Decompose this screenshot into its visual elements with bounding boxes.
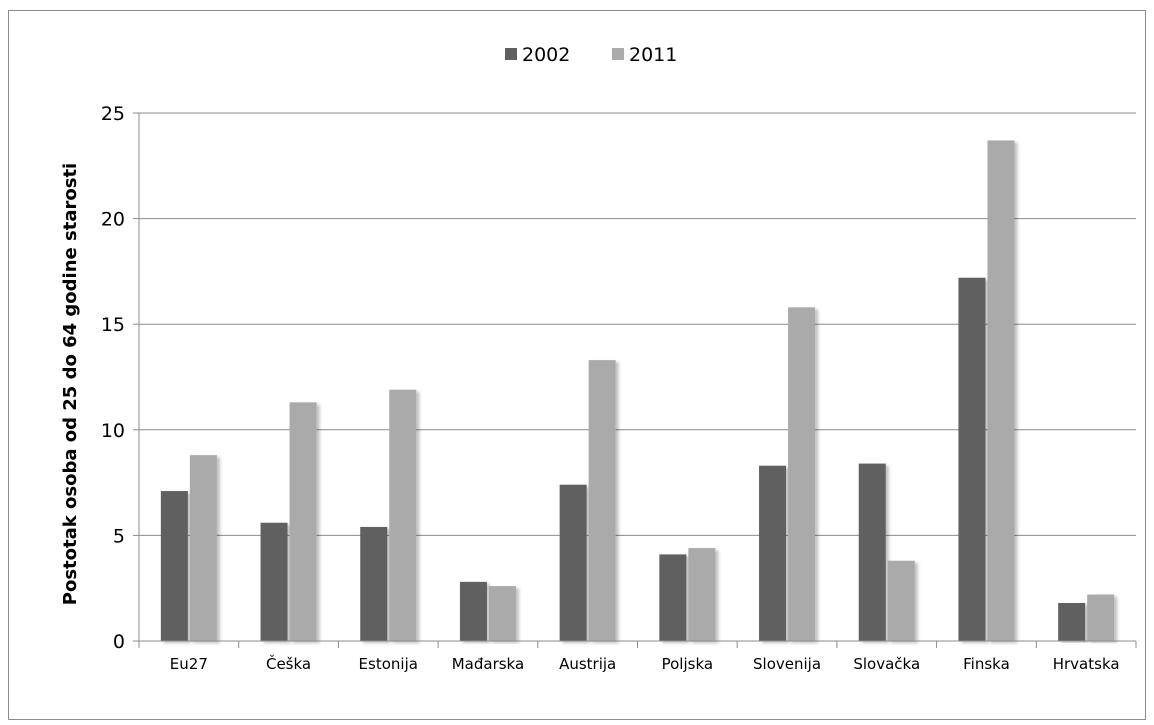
bar-2002-Finska [958,277,986,641]
bar-2002-Slovačka [858,463,886,641]
legend-label: 2011 [629,44,677,66]
x-category-label: Slovačka [853,655,920,673]
y-tick-label: 25 [101,103,125,125]
bar-2011-Slovenija [788,307,816,641]
bar-2002-Estonija [360,526,388,641]
x-category-label: Austrija [559,655,616,673]
x-category-label: Češka [266,654,311,673]
bar-2011-Mađarska [488,586,516,641]
y-tick-label: 20 [101,209,125,231]
y-axis-title: Postotak osoba od 25 do 64 godine staros… [60,163,81,605]
y-tick-label: 10 [101,420,125,442]
bar-2002-Austrija [559,484,587,641]
bar-2011-Slovačka [887,560,915,641]
x-category-label: Poljska [662,655,713,673]
legend-label: 2002 [522,44,570,66]
bar-2011-Češka [289,402,317,641]
bar-2011-Estonija [389,389,417,641]
legend-swatch-2011 [612,48,624,60]
bar-2011-Austrija [588,360,616,641]
bar-2011-Poljska [688,548,716,641]
bar-2002-Poljska [659,554,687,641]
legend-swatch-2002 [505,48,517,60]
bar-2011-Finska [987,140,1015,641]
legend: 2002 2011 [505,44,677,66]
bar-2002-Mađarska [459,581,487,641]
bar-2002-Eu27 [160,491,188,641]
y-tick-label: 0 [113,631,125,653]
x-category-label: Slovenija [753,655,821,673]
y-tick-label: 15 [101,314,125,336]
x-category-label: Finska [963,655,1010,673]
bar-2011-Hrvatska [1087,594,1115,641]
x-category-label: Eu27 [170,655,208,673]
y-tick-labels: 0 5 10 15 20 25 [101,103,125,653]
bar-2002-Slovenija [759,465,787,641]
bar-2002-Češka [260,522,288,641]
y-tick-label: 5 [113,525,125,547]
x-category-labels: Eu27 Češka Estonija Mađarska Austrija Poljska… [170,654,1120,673]
bar-2011-Eu27 [189,455,217,641]
bars [160,140,1115,641]
x-category-label: Mađarska [452,655,524,673]
axes [138,113,1137,648]
x-category-label: Estonija [359,655,418,673]
bar-2002-Hrvatska [1058,602,1086,641]
x-category-label: Hrvatska [1053,655,1120,673]
